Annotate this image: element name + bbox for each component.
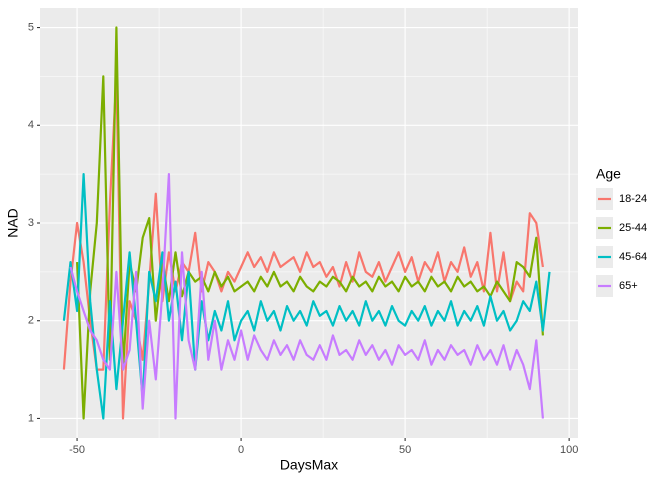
- x-tick-label: 0: [238, 444, 244, 456]
- y-tick-label: 4: [28, 119, 34, 131]
- x-tick-label: 50: [399, 444, 411, 456]
- legend-title: Age: [596, 166, 621, 182]
- y-axis-title: NAD: [5, 208, 21, 238]
- series-line: [62, 75, 544, 420]
- y-tick-label: 1: [28, 412, 34, 424]
- y-tick-label: 5: [28, 21, 34, 33]
- legend-label: 45-64: [619, 251, 647, 263]
- x-axis-title: DaysMax: [280, 457, 338, 473]
- x-tick-label: -50: [69, 444, 85, 456]
- grid: [40, 8, 578, 438]
- series-line: [76, 26, 544, 420]
- legend-label: 65+: [619, 280, 638, 292]
- legend-label: 18-24: [619, 193, 647, 205]
- legend-label: 25-44: [619, 222, 647, 234]
- y-tick-label: 2: [28, 315, 34, 327]
- series-line: [69, 173, 544, 420]
- series-line: [62, 173, 551, 420]
- y-tick-label: 3: [28, 217, 34, 229]
- x-tick-label: 100: [560, 444, 578, 456]
